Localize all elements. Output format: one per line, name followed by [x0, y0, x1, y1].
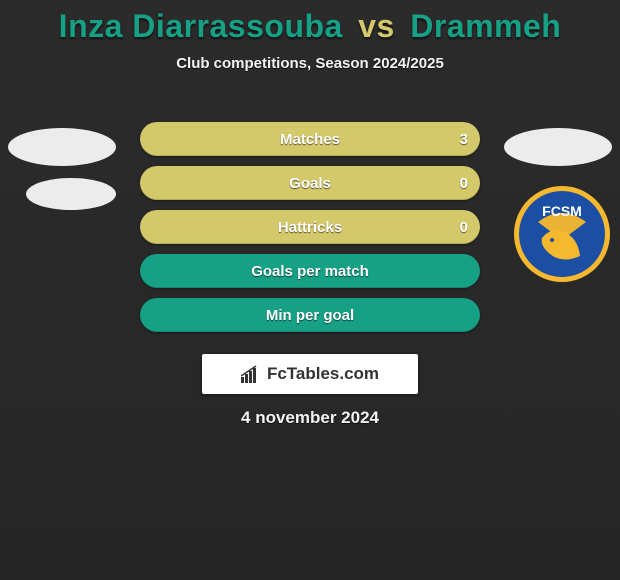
stat-label: Goals	[289, 175, 331, 192]
stat-row: Goals per match	[140, 254, 480, 288]
avatar-placeholder-icon	[504, 128, 612, 166]
stat-value: 0	[460, 219, 468, 236]
source-logo: FcTables.com	[202, 354, 418, 394]
stat-row: Hattricks 0	[140, 210, 480, 244]
stat-value: 0	[460, 175, 468, 192]
player1-avatar	[8, 108, 116, 216]
club-crest-icon: FCSM	[512, 180, 612, 288]
bars-icon	[241, 365, 263, 383]
source-logo-text: FcTables.com	[267, 364, 379, 384]
stat-label: Min per goal	[266, 307, 354, 324]
stat-bar: Goals 0	[140, 166, 480, 200]
stat-bar: Hattricks 0	[140, 210, 480, 244]
stat-label: Matches	[280, 131, 340, 148]
stat-row: Min per goal	[140, 298, 480, 332]
vs-label: vs	[352, 8, 401, 44]
stats-list: Matches 3 Goals 0 Hattricks 0 Goals per …	[140, 122, 480, 332]
stat-label: Hattricks	[278, 219, 342, 236]
stat-bar: Min per goal	[140, 298, 480, 332]
comparison-title: Inza Diarrassouba vs Drammeh	[0, 0, 620, 45]
date-label: 4 november 2024	[0, 408, 620, 428]
stat-row: Matches 3	[140, 122, 480, 156]
player2-name: Drammeh	[410, 8, 561, 44]
stat-label: Goals per match	[251, 263, 369, 280]
subtitle: Club competitions, Season 2024/2025	[0, 55, 620, 72]
avatar-placeholder-icon	[26, 178, 116, 210]
player1-name: Inza Diarrassouba	[59, 8, 343, 44]
stat-bar: Goals per match	[140, 254, 480, 288]
comparison-card: Inza Diarrassouba vs Drammeh Club compet…	[0, 0, 620, 580]
svg-text:FCSM: FCSM	[542, 203, 582, 219]
stat-bar: Matches 3	[140, 122, 480, 156]
stat-row: Goals 0	[140, 166, 480, 200]
stat-value: 3	[460, 131, 468, 148]
avatar-placeholder-icon	[8, 128, 116, 166]
